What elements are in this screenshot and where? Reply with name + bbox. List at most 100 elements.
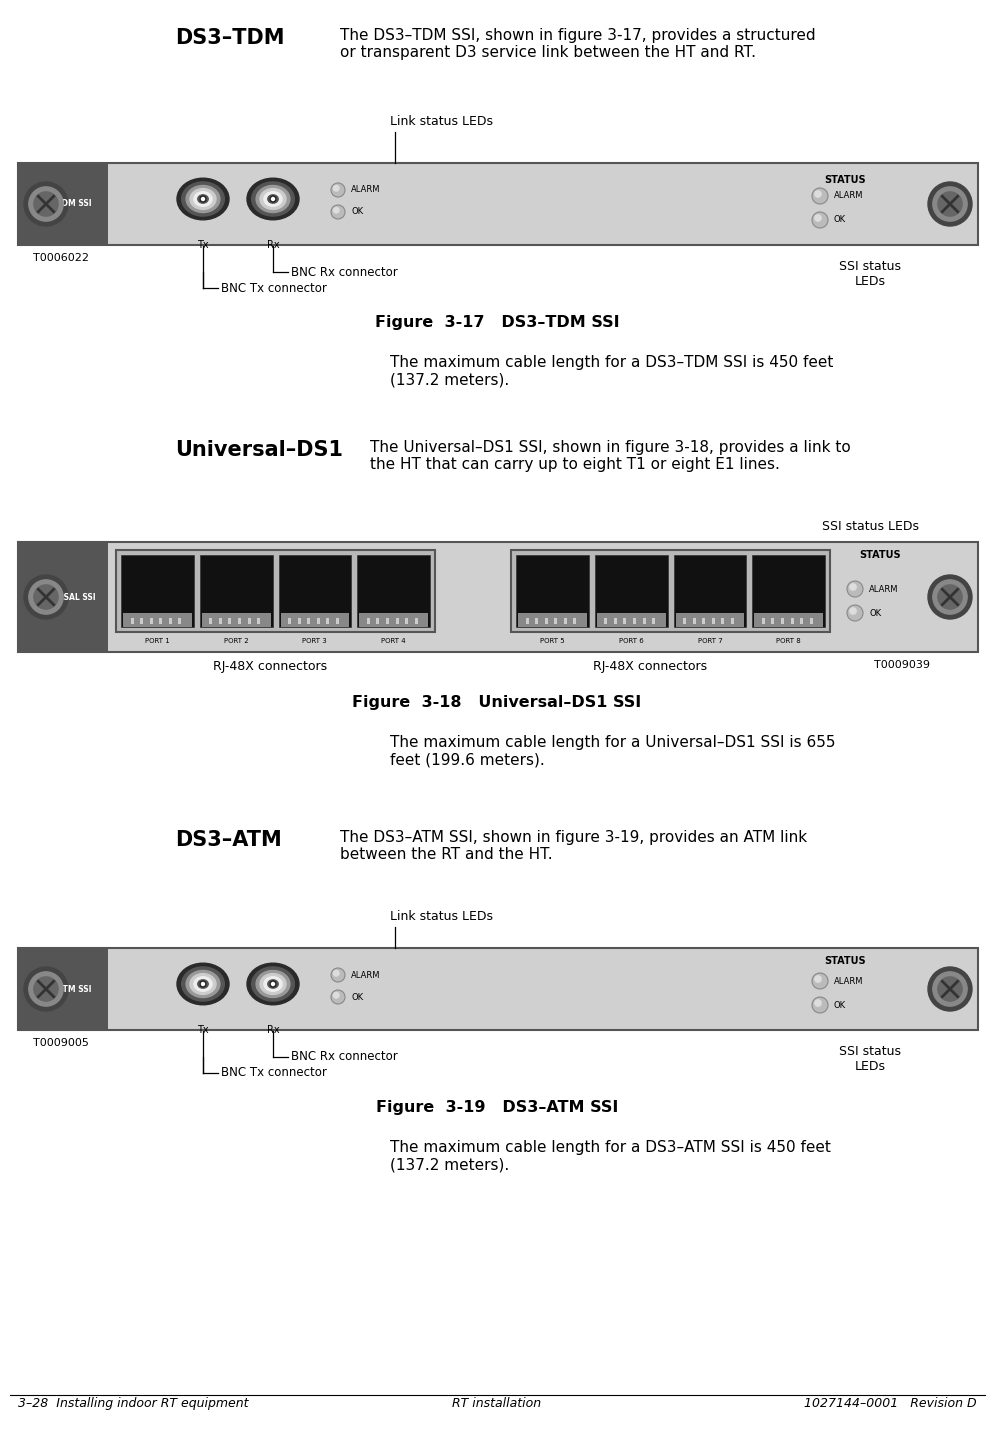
Bar [692,618,695,624]
Bar [18,947,977,1030]
Circle shape [331,967,345,982]
Text: DS 3 ATM SSI: DS 3 ATM SSI [35,985,91,993]
Circle shape [29,972,63,1006]
Text: ALARM: ALARM [351,186,380,195]
Bar [731,618,734,624]
Text: PORT 5: PORT 5 [540,638,565,644]
Text: Figure  3-18   Universal–DS1 SSI: Figure 3-18 Universal–DS1 SSI [352,695,641,710]
Ellipse shape [263,977,282,992]
Bar [386,618,389,624]
Text: Link status LEDs: Link status LEDs [390,910,492,923]
Bar [711,618,714,624]
Bar [229,618,232,624]
Ellipse shape [177,963,229,1005]
Ellipse shape [190,973,216,995]
Bar [702,618,705,624]
Text: PORT 1: PORT 1 [145,638,170,644]
Text: SSI status
LEDs: SSI status LEDs [838,1045,901,1073]
Circle shape [849,584,856,590]
Text: The DS3–TDM SSI, shown in figure 3-17, provides a structured
or transparent D3 s: The DS3–TDM SSI, shown in figure 3-17, p… [340,29,815,60]
Ellipse shape [200,197,206,202]
Circle shape [24,182,68,226]
Text: The Universal–DS1 SSI, shown in figure 3-18, provides a link to
the HT that can : The Universal–DS1 SSI, shown in figure 3… [370,439,850,472]
Text: OK: OK [351,993,363,1002]
Bar [751,555,824,627]
Bar [149,618,153,624]
Ellipse shape [247,179,299,220]
Text: T0009005: T0009005 [33,1037,88,1047]
Bar [790,618,793,624]
Circle shape [814,190,820,197]
Circle shape [269,982,275,987]
Bar [376,618,379,624]
Ellipse shape [177,179,229,220]
Circle shape [333,993,339,997]
Circle shape [846,605,862,621]
Bar [516,555,588,627]
Ellipse shape [182,182,224,216]
Bar [18,542,108,653]
Text: ALARM: ALARM [833,192,863,200]
Text: PORT 4: PORT 4 [381,638,406,644]
Bar [123,612,192,627]
Bar [770,618,773,624]
Bar [169,618,172,624]
Text: PORT 8: PORT 8 [775,638,800,644]
Text: PORT 3: PORT 3 [302,638,327,644]
Bar [256,618,259,624]
Ellipse shape [255,970,289,997]
Bar [121,555,194,627]
Circle shape [34,585,58,610]
Bar [359,612,427,627]
Bar [18,947,108,1030]
Bar [594,555,667,627]
Ellipse shape [251,182,294,216]
Text: Tx: Tx [197,1025,209,1035]
Bar [238,618,241,624]
Bar [675,612,744,627]
Circle shape [927,575,971,620]
Bar [219,618,222,624]
Circle shape [271,983,274,986]
Text: OK: OK [833,216,845,225]
Bar [721,618,724,624]
Bar [780,618,783,624]
Ellipse shape [198,980,208,989]
Ellipse shape [194,977,212,992]
Circle shape [271,197,274,200]
Bar [18,163,977,245]
Bar [357,555,429,627]
Bar [573,618,576,624]
Circle shape [932,580,966,614]
Ellipse shape [198,195,208,203]
Ellipse shape [259,189,285,209]
Bar [18,163,108,245]
Text: Rx: Rx [266,1025,279,1035]
Bar [525,618,528,624]
Ellipse shape [251,967,294,1002]
Ellipse shape [186,970,220,997]
Circle shape [927,967,971,1010]
Bar [367,618,370,624]
Bar [613,618,616,624]
Ellipse shape [267,980,278,989]
Bar [603,618,606,624]
Ellipse shape [270,197,275,202]
Text: ALARM: ALARM [833,976,863,986]
Text: STATUS: STATUS [859,550,900,560]
Circle shape [932,187,966,222]
Bar [278,555,351,627]
Circle shape [814,1000,820,1006]
Text: ALARM: ALARM [351,970,380,979]
Bar [200,555,272,627]
Circle shape [849,608,856,614]
Circle shape [24,967,68,1010]
Circle shape [24,575,68,620]
Bar [288,618,291,624]
Text: RJ-48X connectors: RJ-48X connectors [213,660,327,673]
Bar [202,612,270,627]
Bar [326,618,329,624]
Text: The maximum cable length for a Universal–DS1 SSI is 655
feet (199.6 meters).: The maximum cable length for a Universal… [390,736,835,767]
Circle shape [811,997,827,1013]
Ellipse shape [186,186,220,213]
